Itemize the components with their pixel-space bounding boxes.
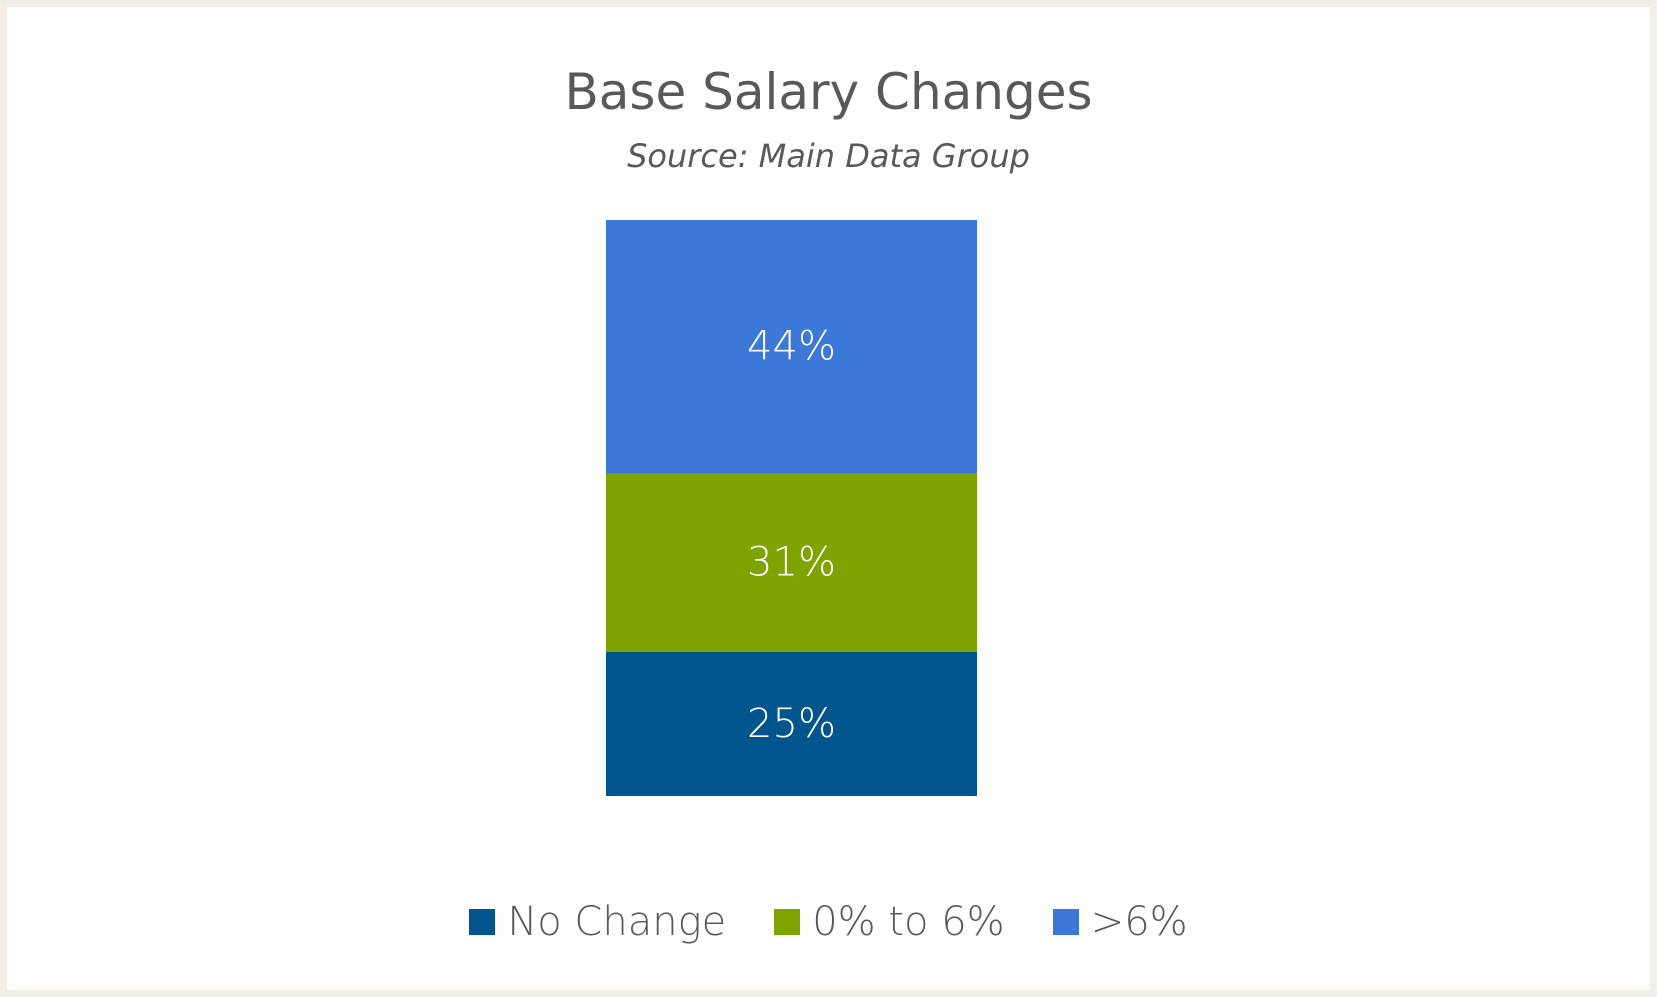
chart-subtitle: Source: Main Data Group (627, 137, 1030, 175)
data-label-3: 44% (747, 324, 836, 370)
chart-legend: No Change 0% to 6% >6% (7, 902, 1650, 942)
bar-segment-1 (606, 652, 977, 796)
legend-swatch-over-6 (1052, 909, 1079, 935)
bar-segment-3 (606, 220, 977, 474)
legend-item-over-6: >6% (1052, 899, 1188, 945)
data-label-2: 31% (747, 540, 836, 586)
legend-label-over-6: >6% (1090, 899, 1188, 945)
chart-card: Base Salary Changes Source: Main Data Gr… (7, 7, 1650, 990)
legend-label-0-to-6: 0% to 6% (812, 899, 1005, 945)
stacked-bar-chart: 25% 31% 44% (606, 220, 977, 796)
legend-item-no-change: No Change (469, 902, 726, 942)
legend-item-0-to-6: 0% to 6% (774, 902, 1005, 942)
legend-swatch-0-to-6 (774, 909, 801, 935)
data-label-1: 25% (747, 701, 836, 747)
legend-label-no-change: No Change (507, 899, 727, 945)
chart-title: Base Salary Changes (564, 63, 1093, 121)
legend-swatch-no-change (469, 909, 496, 935)
bar-segment-2 (606, 473, 977, 652)
